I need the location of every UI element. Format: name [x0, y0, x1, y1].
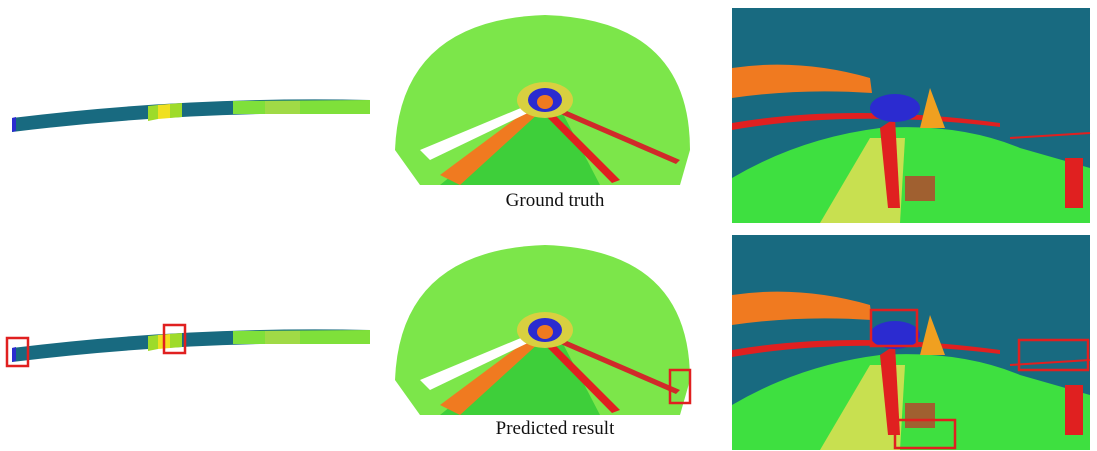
scene-view	[732, 8, 1090, 223]
figure: Ground truth Predicted result	[0, 0, 1097, 451]
caption: Predicted result	[496, 418, 615, 439]
tunnel-strip	[12, 99, 370, 132]
point-cloud-fan	[395, 245, 690, 415]
point-cloud-fan	[395, 15, 690, 185]
scene-view	[732, 235, 1090, 450]
tunnel-strip	[12, 329, 370, 362]
page: Ground truth Predicted result (() => { c…	[0, 0, 1097, 451]
caption: Ground truth	[506, 190, 605, 211]
